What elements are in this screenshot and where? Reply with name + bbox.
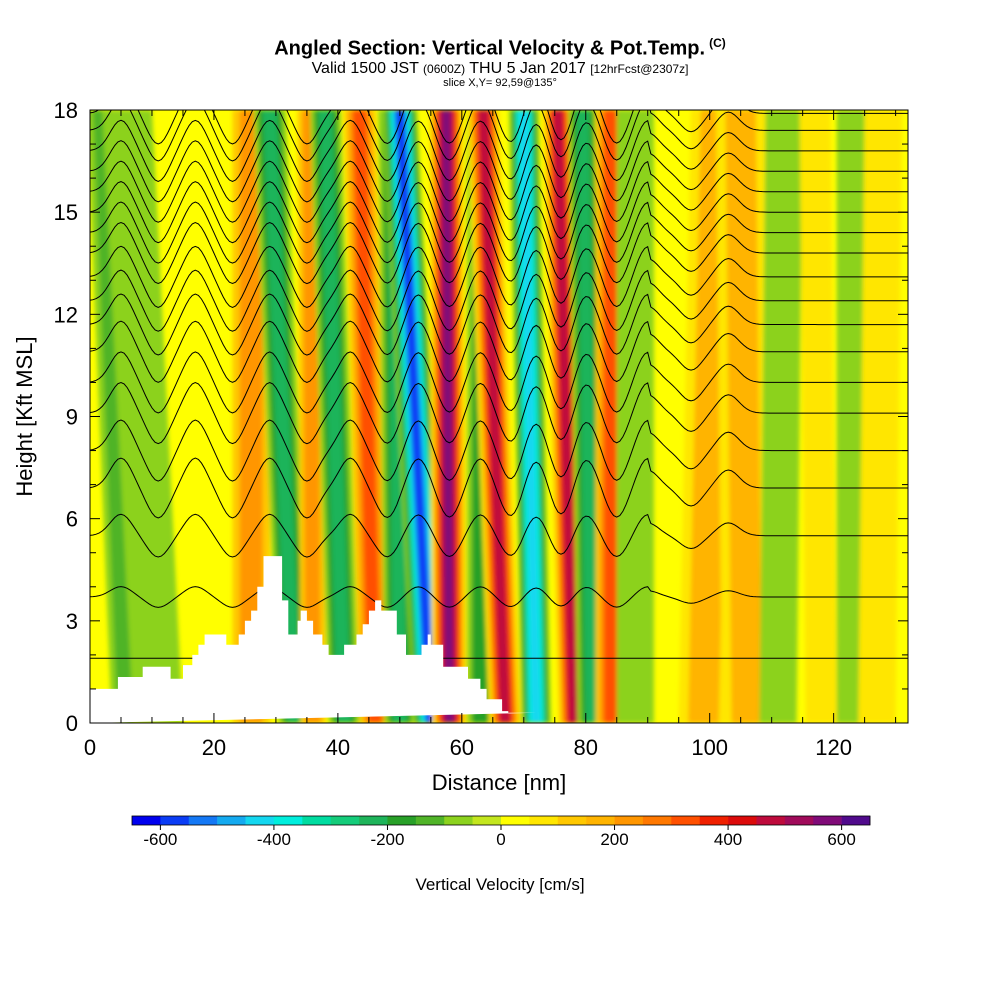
colorbar-tick-label: 0: [496, 830, 505, 849]
colorbar-swatch: [728, 816, 757, 825]
theta-contour-17: [90, 110, 908, 162]
chart-title-tag: (C): [709, 36, 726, 50]
y-tick-label: 12: [54, 302, 78, 327]
y-tick-label: 18: [54, 98, 78, 123]
theta-contour-14: [90, 160, 908, 223]
velocity-band-22-level-0: [858, 110, 902, 723]
y-tick-label: 9: [66, 405, 78, 430]
y-tick-label: 15: [54, 200, 78, 225]
theta-contour-13: [90, 181, 908, 244]
theta-contour-4: [90, 419, 908, 482]
velocity-field: [90, 110, 902, 723]
theta-contour-3: [90, 457, 908, 519]
colorbar-swatch: [444, 816, 473, 825]
velocity-band-8-level-5: [395, 110, 435, 723]
velocity-band-19-level-0: [759, 110, 803, 723]
theta-contour-8: [90, 293, 908, 356]
velocity-band-11-level-4: [478, 110, 510, 723]
x-tick-label: 40: [326, 735, 350, 760]
velocity-band-15-level-2: [603, 110, 618, 723]
colorbar-swatch: [273, 816, 303, 825]
x-tick-label: 100: [691, 735, 728, 760]
colorbar-swatch: [330, 816, 360, 825]
colorbar-swatch: [529, 816, 559, 825]
theta-contour-15: [90, 140, 908, 203]
velocity-band-1-level-0: [102, 110, 183, 723]
x-tick-label: 120: [815, 735, 852, 760]
chart-title-main: Angled Section: Vertical Velocity & Pot.…: [274, 37, 706, 60]
theta-contour-2: [90, 513, 908, 558]
colorbar-swatch: [699, 816, 729, 825]
colorbar-swatch: [245, 816, 275, 825]
velocity-band-12-level-4: [519, 110, 541, 723]
theta-contour-6: [90, 351, 908, 414]
x-tick-label: 80: [574, 735, 598, 760]
colorbar-label: Vertical Velocity [cm/s]: [415, 875, 585, 894]
x-axis-label: Distance [nm]: [432, 770, 567, 795]
colorbar-swatch: [586, 816, 615, 825]
slice-info: slice X,Y= 92,59@135°: [443, 77, 557, 89]
x-tick-label: 0: [84, 735, 96, 760]
colorbar-swatch: [217, 816, 246, 825]
x-tick-label: 60: [450, 735, 474, 760]
chart-title: Angled Section: Vertical Velocity & Pot.…: [0, 36, 1000, 61]
theta-contour-11: [90, 221, 908, 285]
y-tick-label: 3: [66, 609, 78, 634]
velocity-band-20-level-0: [799, 110, 837, 723]
theta-contour-7: [90, 320, 908, 383]
theta-contour-12: [90, 201, 908, 264]
colorbar-swatch: [132, 816, 161, 825]
theta-contour-10: [90, 245, 908, 308]
velocity-band-16-level-0: [616, 110, 654, 723]
colorbar-swatch: [501, 816, 530, 825]
colorbar-swatch: [642, 816, 672, 825]
velocity-band-3-level-2: [262, 110, 302, 723]
theta-contour-5: [90, 381, 908, 445]
colorbar-tick-label: -200: [370, 830, 404, 849]
colorbar-swatch: [359, 816, 388, 825]
colorbar-swatch: [784, 816, 814, 825]
valid-time-utc: (0600Z): [423, 62, 466, 76]
y-tick-label: 0: [66, 711, 78, 736]
colorbar-tick-label: 200: [600, 830, 628, 849]
colorbar-swatch: [387, 816, 417, 825]
colorbar-swatch: [302, 816, 331, 825]
y-axis-label: Height [Kft MSL]: [12, 336, 37, 496]
theta-contours: [90, 110, 908, 659]
theta-contour-1: [90, 586, 908, 608]
velocity-band-14-level-2: [576, 110, 599, 723]
valid-time-prefix: Valid 1500 JST: [311, 60, 419, 77]
theta-contour-16: [90, 119, 908, 182]
colorbar-swatch: [756, 816, 786, 825]
colorbar-swatch: [671, 816, 700, 825]
colorbar-swatch: [188, 816, 218, 825]
colorbar-swatch: [415, 816, 445, 825]
terrain: [90, 556, 537, 723]
colorbar-tick-label: 400: [714, 830, 742, 849]
colorbar-swatch: [472, 816, 502, 825]
colorbar-swatch: [813, 816, 842, 825]
chart-subtitle: Valid 1500 JST (0600Z) THU 5 Jan 2017 [1…: [0, 60, 1000, 78]
forecast-info: [12hrFcst@2307z]: [590, 62, 689, 76]
colorbar-swatch: [160, 816, 190, 825]
colorbar-tick-label: -400: [257, 830, 291, 849]
valid-date: THU 5 Jan 2017: [469, 60, 586, 77]
colorbar-swatch: [614, 816, 644, 825]
theta-contour-9: [90, 269, 908, 332]
x-tick-label: 20: [202, 735, 226, 760]
velocity-band-6-level-2: [352, 110, 382, 723]
velocity-band-9-level-5: [442, 110, 454, 723]
velocity-band-18-level-1: [725, 110, 763, 723]
velocity-band-13-level-4: [553, 110, 578, 723]
colorbar-tick-label: 600: [827, 830, 855, 849]
colorbar-tick-label: -600: [143, 830, 177, 849]
colorbar-swatch: [557, 816, 587, 825]
y-tick-label: 6: [66, 507, 78, 532]
colorbar-swatch: [841, 816, 871, 825]
velocity-band-5-level-2: [318, 110, 351, 723]
